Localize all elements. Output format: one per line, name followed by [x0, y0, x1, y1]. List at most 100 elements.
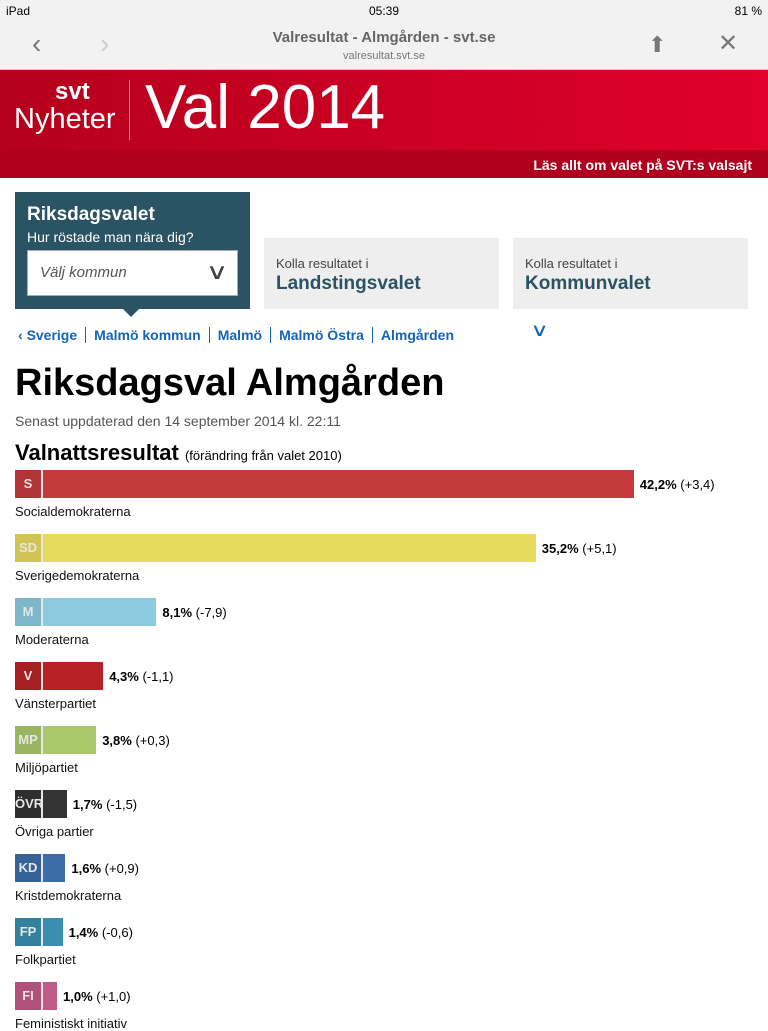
breadcrumb-malmo[interactable]: Malmö	[208, 327, 270, 343]
party-bar: MP 3,8% (+0,3)	[15, 726, 170, 754]
party-abbr: S	[15, 470, 43, 498]
battery-label: 81 %	[734, 4, 762, 18]
party-bar: ÖVR 1,7% (-1,5)	[15, 790, 137, 818]
valsajt-link[interactable]: Läs allt om valet på SVT:s valsajt	[0, 150, 768, 178]
party-row: FP 1,4% (-0,6) Folkpartiet	[15, 918, 133, 967]
party-bar: SD 35,2% (+5,1)	[15, 534, 617, 562]
card-name: Landstingsvalet	[276, 273, 421, 294]
back-icon[interactable]: ‹	[32, 28, 42, 59]
party-change: (-1,5)	[106, 797, 138, 812]
party-name: Övriga partier	[15, 824, 94, 839]
url[interactable]: valresultat.svt.se	[343, 50, 425, 62]
pointer-arrow	[123, 309, 139, 317]
select-placeholder: Välj kommun	[40, 264, 127, 281]
party-pct: 1,4%	[68, 925, 99, 940]
section-label: Valnattsresultat	[15, 440, 179, 465]
party-abbr: M	[15, 598, 43, 626]
party-result: 1,7% (-1,5)	[73, 797, 137, 812]
party-bar: S 42,2% (+3,4)	[15, 470, 715, 498]
party-name: Vänsterpartiet	[15, 696, 96, 711]
breadcrumb: ‹ Sverige Malmö kommun Malmö Malmö Östra…	[18, 327, 462, 343]
party-name: Sverigedemokraterna	[15, 568, 140, 583]
page-title: Riksdagsval Almgården	[15, 362, 445, 404]
party-pct: 8,1%	[162, 605, 193, 620]
party-pct: 35,2%	[541, 541, 579, 556]
election-selector: Riksdagsvalet Hur röstade man nära dig? …	[15, 192, 250, 317]
page-title-bar[interactable]: Valresultat - Almgården - svt.se	[272, 29, 496, 46]
party-abbr: FP	[15, 918, 43, 946]
party-abbr: SD	[15, 534, 43, 562]
party-bar: FI 1,0% (+1,0)	[15, 982, 131, 1010]
party-name: Folkpartiet	[15, 952, 76, 967]
party-pct: 4,3%	[109, 669, 139, 684]
party-change: (+3,4)	[680, 477, 715, 492]
party-row: KD 1,6% (+0,9) Kristdemokraterna	[15, 854, 139, 903]
browser-toolbar: ‹ › Valresultat - Almgården - svt.se val…	[0, 22, 768, 70]
card-pre: Kolla resultatet i	[276, 256, 369, 271]
party-change: (+0,9)	[104, 861, 139, 876]
forward-icon[interactable]: ›	[100, 28, 110, 59]
party-change: (-0,6)	[101, 925, 133, 940]
breadcrumb-almgarden[interactable]: Almgården	[371, 327, 462, 343]
party-change: (-1,1)	[142, 669, 174, 684]
party-name: Socialdemokraterna	[15, 504, 131, 519]
party-row: MP 3,8% (+0,3) Miljöpartiet	[15, 726, 170, 775]
party-name: Moderaterna	[15, 632, 89, 647]
party-bar: FP 1,4% (-0,6)	[15, 918, 133, 946]
chevron-down-icon: ∨	[205, 259, 229, 284]
party-row: S 42,2% (+3,4) Socialdemokraterna	[15, 470, 715, 519]
svt-banner: svt Nyheter Val 2014	[0, 70, 768, 150]
party-pct: 1,6%	[71, 861, 102, 876]
party-abbr: ÖVR	[15, 790, 43, 818]
breadcrumb-label: Sverige	[26, 327, 78, 343]
share-icon[interactable]: ⬆	[648, 32, 667, 57]
breadcrumb-sverige[interactable]: ‹ Sverige	[18, 327, 78, 343]
updated-time: Senast uppdaterad den 14 september 2014 …	[15, 413, 341, 429]
party-change: (+0,3)	[135, 733, 170, 748]
breadcrumb-malmo-kommun[interactable]: Malmö kommun	[85, 327, 209, 343]
party-change: (+5,1)	[582, 541, 617, 556]
clock: 05:39	[368, 4, 400, 18]
selector-title: Riksdagsvalet	[27, 204, 155, 225]
banner-title: Val 2014	[145, 73, 386, 142]
breadcrumb-expand-icon[interactable]: ∨	[530, 320, 549, 340]
svt-logo[interactable]: svt	[55, 78, 90, 105]
party-abbr: MP	[15, 726, 43, 754]
device-label: iPad	[6, 4, 31, 18]
party-bar: V 4,3% (-1,1)	[15, 662, 174, 690]
section-note: (förändring från valet 2010)	[184, 448, 342, 463]
party-pct: 3,8%	[102, 733, 132, 748]
party-bar: M 8,1% (-7,9)	[15, 598, 227, 626]
status-bar: iPad 05:39 81 %	[0, 0, 768, 22]
party-abbr: FI	[15, 982, 43, 1010]
selector-question: Hur röstade man nära dig?	[27, 229, 194, 245]
party-result: 1,4% (-0,6)	[69, 925, 133, 940]
close-icon[interactable]: ✕	[718, 30, 739, 57]
municipality-select[interactable]: Välj kommun ∨	[27, 250, 238, 296]
party-change: (-7,9)	[195, 605, 227, 620]
card-name: Kommunvalet	[525, 273, 651, 294]
party-abbr: KD	[15, 854, 43, 882]
party-result: 35,2% (+5,1)	[542, 541, 617, 556]
landsting-card[interactable]: Kolla resultatet i Landstingsvalet	[264, 238, 499, 309]
party-name: Miljöpartiet	[15, 760, 78, 775]
party-result: 1,0% (+1,0)	[63, 989, 131, 1004]
nyheter-logo[interactable]: Nyheter	[14, 103, 116, 135]
card-pre: Kolla resultatet i	[525, 256, 618, 271]
party-result: 4,3% (-1,1)	[109, 669, 173, 684]
party-row: SD 35,2% (+5,1) Sverigedemokraterna	[15, 534, 617, 583]
party-row: M 8,1% (-7,9) Moderaterna	[15, 598, 227, 647]
party-row: ÖVR 1,7% (-1,5) Övriga partier	[15, 790, 137, 839]
party-result: 1,6% (+0,9)	[71, 861, 139, 876]
breadcrumb-malmo-ostra[interactable]: Malmö Östra	[270, 327, 372, 343]
kommun-card[interactable]: Kolla resultatet i Kommunvalet	[513, 238, 748, 309]
party-abbr: V	[15, 662, 43, 690]
party-pct: 42,2%	[639, 477, 677, 492]
section-title: Valnattsresultat (förändring från valet …	[15, 440, 342, 466]
party-row: V 4,3% (-1,1) Vänsterpartiet	[15, 662, 174, 711]
party-change: (+1,0)	[96, 989, 131, 1004]
party-result: 42,2% (+3,4)	[640, 477, 715, 492]
party-pct: 1,0%	[63, 989, 93, 1004]
party-pct: 1,7%	[72, 797, 103, 812]
party-bar: KD 1,6% (+0,9)	[15, 854, 139, 882]
